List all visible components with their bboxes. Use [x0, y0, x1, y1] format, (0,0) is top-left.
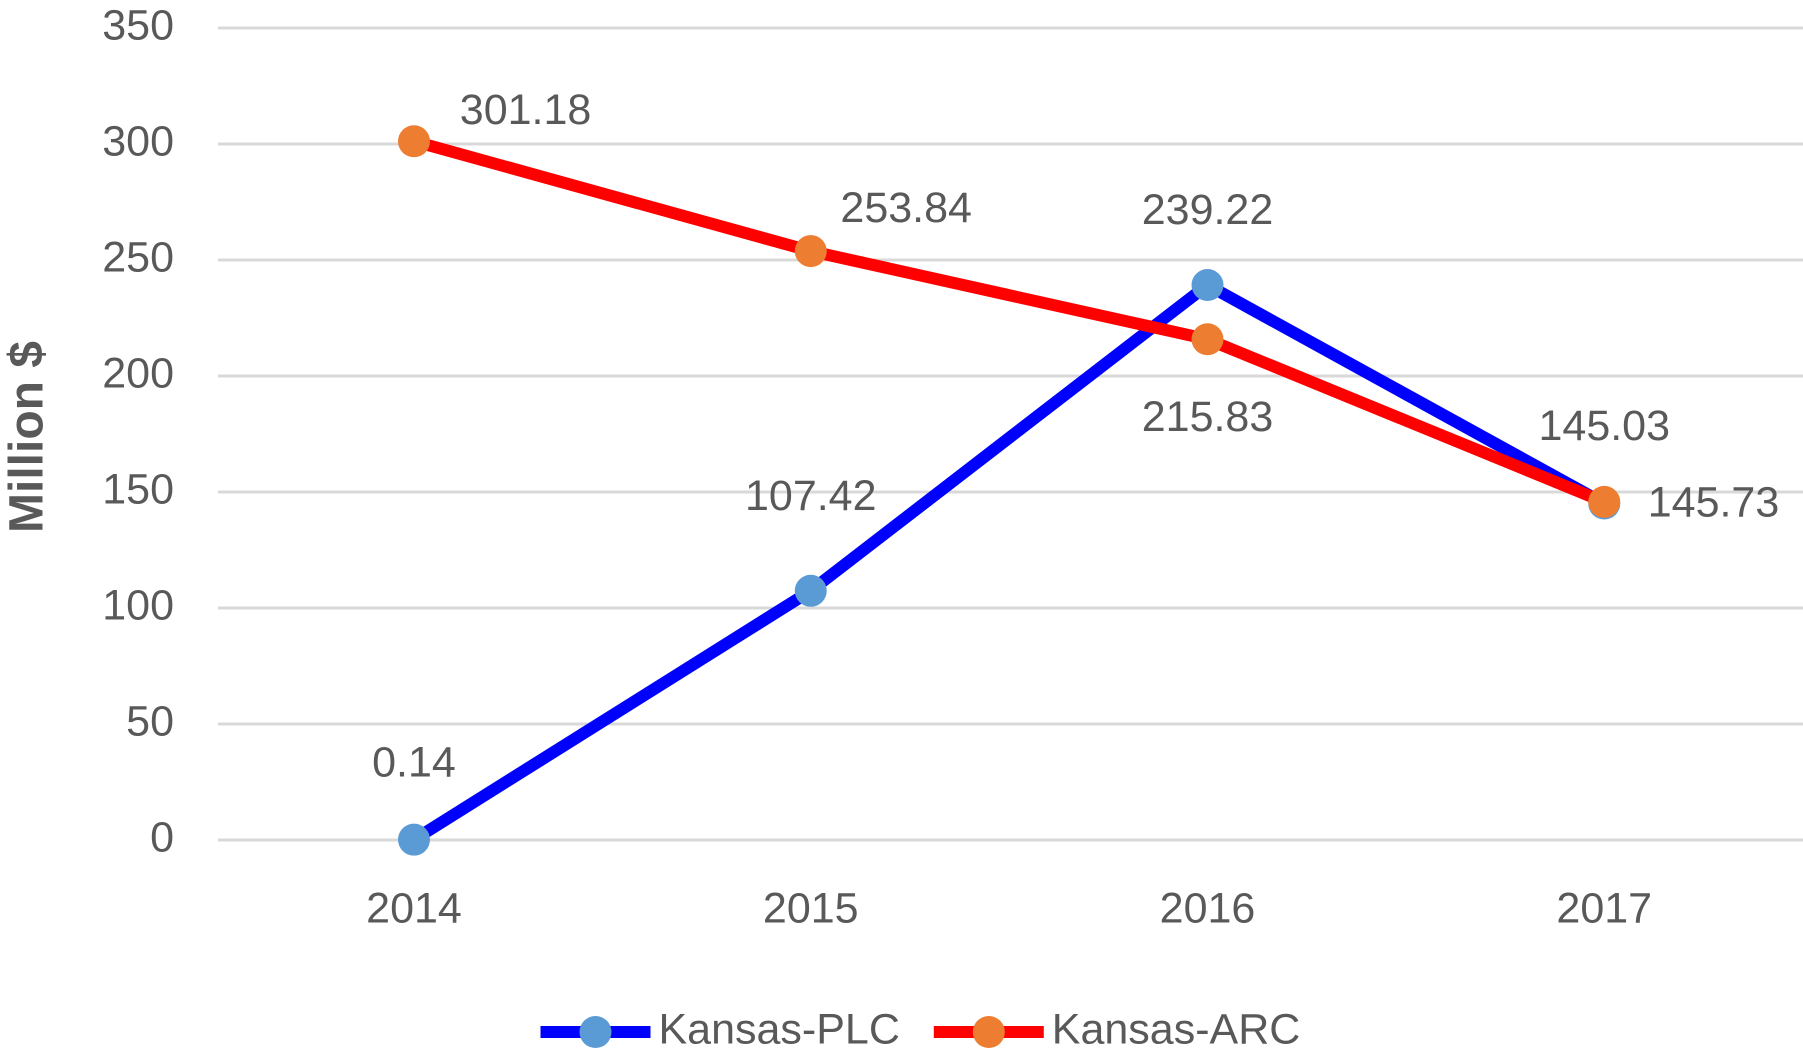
- legend-marker: [579, 1016, 612, 1048]
- data-label: 239.22: [1142, 186, 1274, 234]
- marker: [1191, 323, 1224, 356]
- data-label: 215.83: [1142, 393, 1274, 441]
- marker: [1191, 269, 1224, 302]
- y-axis-label: Million $: [1, 341, 54, 533]
- data-label: 145.03: [1538, 402, 1670, 450]
- y-tick-label: 200: [102, 349, 174, 397]
- legend-label: Kansas-PLC: [659, 1005, 900, 1053]
- series-line: [412, 135, 1607, 508]
- marker: [398, 823, 430, 856]
- series-line: [410, 279, 1608, 845]
- x-tick-label: 2017: [1556, 884, 1652, 932]
- x-tick-label: 2014: [366, 884, 462, 932]
- y-tick-label: 150: [102, 465, 174, 513]
- x-tick-label: 2016: [1160, 884, 1256, 932]
- marker: [1588, 485, 1621, 518]
- data-label: 301.18: [460, 86, 592, 134]
- y-tick-label: 50: [126, 697, 174, 745]
- marker: [794, 574, 827, 607]
- y-tick-label: 350: [102, 1, 174, 49]
- y-tick-label: 250: [102, 233, 174, 281]
- data-label: 145.73: [1648, 479, 1780, 527]
- marker: [794, 235, 827, 268]
- y-tick-label: 0: [150, 813, 174, 861]
- legend-label: Kansas-ARC: [1052, 1005, 1301, 1053]
- data-label: 253.84: [840, 184, 972, 232]
- marker: [398, 125, 430, 158]
- legend-marker: [972, 1016, 1005, 1048]
- x-tick-label: 2015: [763, 884, 859, 932]
- data-label: 0.14: [372, 738, 456, 786]
- y-tick-label: 300: [102, 117, 174, 165]
- y-tick-label: 100: [102, 581, 174, 629]
- data-label: 107.42: [745, 472, 877, 520]
